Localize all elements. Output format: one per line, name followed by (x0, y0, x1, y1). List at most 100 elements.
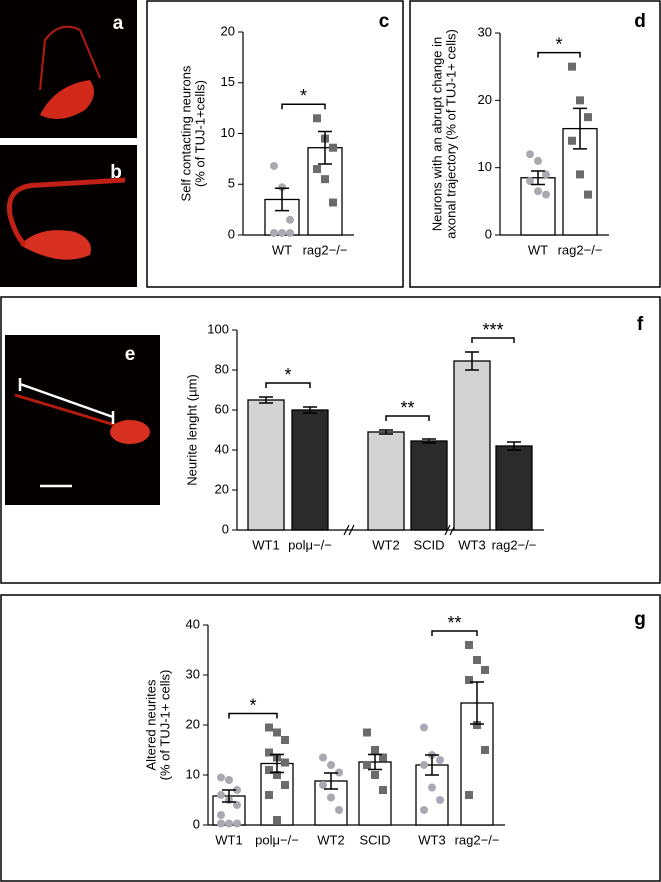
x-tick-label: rag2−/− (492, 537, 537, 552)
error-bar (507, 441, 521, 451)
y-axis-label: Altered neurites (143, 679, 158, 771)
error-bar (222, 789, 236, 803)
error-bar (470, 681, 484, 725)
panel-label: c (379, 11, 390, 32)
data-point (217, 819, 225, 828)
data-point (420, 723, 428, 732)
data-point (278, 228, 286, 237)
y-tick-label: 5 (228, 176, 235, 191)
x-tick-label: WT (272, 242, 292, 257)
data-point (371, 746, 379, 754)
data-point (313, 165, 321, 174)
image-e: e (5, 335, 160, 505)
y-axis-label: (% of TUJ-1+cells) (192, 80, 207, 187)
data-point (270, 228, 278, 237)
y-tick-label: 10 (221, 125, 235, 140)
y-tick-label: 60 (215, 401, 229, 416)
significance-bracket (281, 103, 326, 110)
data-point (584, 113, 592, 122)
data-point (281, 781, 289, 789)
x-tick-label: rag2−/− (303, 242, 348, 257)
data-point (371, 771, 379, 779)
data-point (281, 736, 289, 744)
y-axis-label: (% of TUJ-1+ cells) (157, 670, 172, 781)
significance-bracket (431, 630, 478, 636)
data-point (225, 776, 233, 784)
data-point (576, 96, 584, 105)
x-tick-label: WT (528, 242, 548, 257)
y-tick-label: 0 (485, 226, 492, 241)
significance-bracket (385, 415, 430, 421)
bar (495, 445, 533, 531)
data-point (481, 666, 489, 674)
data-point (379, 786, 387, 794)
data-point (465, 676, 473, 684)
data-point (281, 758, 289, 767)
x-tick-label: rag2−/− (558, 242, 603, 257)
data-point (420, 806, 428, 814)
bar (291, 409, 329, 531)
x-tick-label: polμ−/− (288, 537, 332, 552)
data-point (273, 771, 281, 779)
y-axis-label: Self contacting neurons (178, 65, 193, 201)
y-axis-label: axonal trajectory (% of TUJ-1+ cells) (443, 29, 458, 239)
data-point (436, 796, 444, 804)
panel-label: d (634, 11, 646, 32)
error-bar (573, 107, 587, 150)
image-label: b (110, 162, 122, 183)
data-point (363, 728, 371, 737)
image-b: b (0, 145, 137, 287)
data-point (568, 62, 576, 71)
y-tick-label: 0 (222, 521, 229, 536)
data-point (473, 656, 481, 664)
y-tick-label: 30 (186, 666, 200, 681)
significance-label: ** (447, 613, 461, 633)
panel-label: f (637, 314, 644, 335)
significance-bracket (228, 712, 278, 719)
data-point (473, 721, 481, 729)
significance-label: * (300, 86, 307, 106)
data-point (270, 161, 278, 170)
y-tick-label: 15 (221, 74, 235, 89)
data-point (534, 187, 542, 196)
data-point (329, 198, 337, 207)
data-point (534, 156, 542, 165)
significance-label: *** (482, 320, 503, 340)
bar (247, 399, 285, 531)
data-point (265, 723, 273, 732)
data-point (233, 801, 241, 809)
data-point (286, 228, 294, 237)
data-point (379, 753, 387, 762)
x-tick-label: SCID (359, 832, 390, 847)
data-point (335, 768, 343, 777)
data-point (233, 786, 241, 794)
x-tick-label: WT3 (458, 537, 485, 552)
image-a: a (0, 0, 137, 138)
x-tick-label: WT3 (418, 832, 445, 847)
bar (453, 360, 491, 531)
y-tick-label: 20 (478, 92, 492, 107)
data-point (542, 190, 550, 199)
x-tick-label: WT2 (317, 832, 344, 847)
bar (410, 440, 448, 531)
y-tick-label: 40 (186, 616, 200, 631)
data-point (465, 791, 473, 799)
significance-label: * (555, 34, 562, 54)
panel-label: g (634, 609, 646, 630)
y-tick-label: 0 (228, 226, 235, 241)
data-point (436, 756, 444, 764)
error-bar (318, 130, 332, 165)
error-bar (425, 754, 439, 776)
x-tick-label: WT1 (252, 537, 279, 552)
y-tick-label: 20 (215, 481, 229, 496)
data-point (273, 728, 281, 737)
panel-frame (409, 0, 661, 288)
data-point (217, 773, 225, 782)
data-point (265, 791, 273, 799)
y-tick-label: 10 (186, 766, 200, 781)
error-bar (275, 187, 289, 212)
bar (520, 177, 556, 236)
data-point (313, 114, 321, 123)
error-bar (259, 396, 273, 404)
